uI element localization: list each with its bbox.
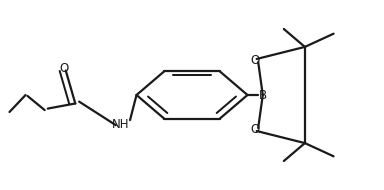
Text: O: O	[250, 123, 260, 136]
Text: O: O	[250, 54, 260, 67]
Text: B: B	[259, 89, 267, 101]
Text: NH: NH	[112, 118, 129, 131]
Text: O: O	[59, 62, 68, 75]
